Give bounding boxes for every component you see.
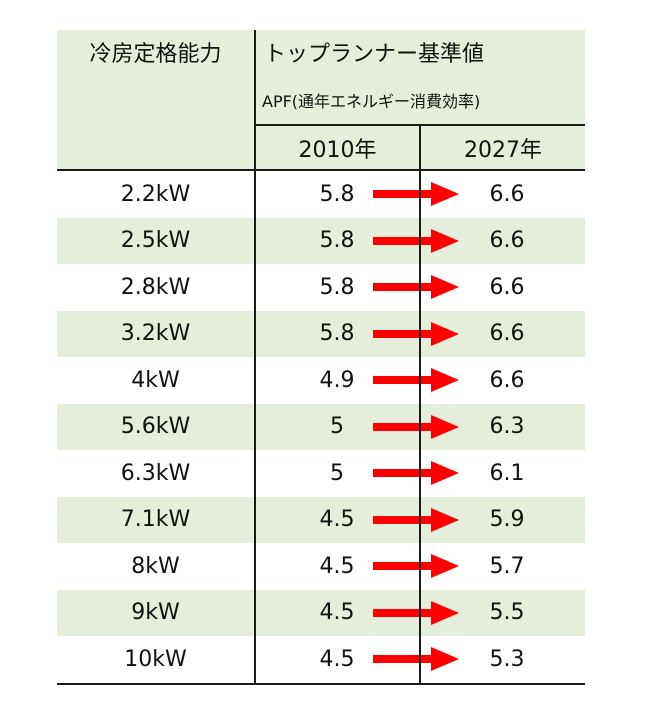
row-stripe [57, 496, 585, 543]
increase-arrow-icon [373, 461, 459, 486]
apf-2010-cell: 4.5 [319, 553, 355, 579]
apf-2010-cell: 4.5 [319, 507, 355, 533]
increase-arrow-icon [373, 368, 459, 393]
increase-arrow-icon [373, 321, 459, 346]
apf-2027-cell: 6.6 [489, 228, 525, 254]
apf-2027-cell: 5.9 [489, 507, 525, 533]
apf-2010-cell: 4.5 [319, 646, 355, 672]
apf-2027-cell: 6.6 [489, 321, 525, 347]
capacity-cell: 2.8kW [120, 274, 191, 300]
apf-2010-cell: 5 [330, 414, 344, 440]
year-2027-header: 2027年 [464, 137, 542, 163]
apf-2010-cell: 5 [330, 460, 344, 486]
increase-arrow-icon [373, 182, 459, 207]
capacity-cell: 2.5kW [120, 228, 191, 254]
year-2010-header: 2010年 [298, 137, 377, 163]
apf-2027-cell: 6.6 [489, 367, 525, 393]
apf-2010-cell: 5.8 [319, 321, 355, 347]
apf-table: 2.2kW 5.8 6.6 2.5kW 5.8 6.6 2.8kW 5.8 6.6 3.2kW 5.… [57, 30, 585, 685]
apf-2027-cell: 5.3 [489, 646, 525, 672]
apf-2010-cell: 4.9 [319, 367, 355, 393]
increase-arrow-icon [373, 414, 459, 439]
col-divider-capacity [254, 30, 256, 685]
apf-2010-cell: 5.8 [319, 181, 355, 207]
capacity-header: 冷房定格能力 [89, 42, 222, 67]
capacity-cell: 4kW [131, 367, 180, 393]
table-bottom-border [57, 683, 585, 685]
row-stripe [57, 589, 585, 636]
apf-2027-cell: 6.3 [489, 414, 525, 440]
header-bottom-border [57, 169, 585, 171]
apf-2027-cell: 5.5 [489, 600, 525, 626]
apf-2027-cell: 6.6 [489, 274, 525, 300]
col-divider-years [419, 125, 421, 685]
apf-2027-cell: 6.6 [489, 181, 525, 207]
row-stripe [57, 217, 585, 264]
capacity-cell: 6.3kW [120, 460, 191, 486]
capacity-cell: 9kW [131, 600, 180, 626]
apf-underline [254, 124, 585, 126]
increase-arrow-icon [373, 507, 459, 532]
capacity-cell: 10kW [124, 646, 187, 672]
apf-2010-cell: 5.8 [319, 274, 355, 300]
header-background [57, 30, 585, 170]
apf-2027-cell: 5.7 [489, 553, 525, 579]
increase-arrow-icon [373, 647, 459, 672]
apf-2010-cell: 4.5 [319, 600, 355, 626]
increase-arrow-icon [373, 275, 459, 300]
capacity-cell: 7.1kW [120, 507, 191, 533]
apf-2027-cell: 6.1 [489, 460, 525, 486]
row-stripe [57, 403, 585, 450]
apf-header: APF(通年エネルギー消費効率) [262, 92, 481, 111]
capacity-cell: 3.2kW [120, 321, 191, 347]
increase-arrow-icon [373, 554, 459, 579]
top-runner-header: トップランナー基準値 [264, 42, 485, 67]
apf-2010-cell: 5.8 [319, 228, 355, 254]
capacity-cell: 5.6kW [120, 414, 191, 440]
capacity-cell: 2.2kW [120, 181, 191, 207]
increase-arrow-icon [373, 600, 459, 625]
capacity-cell: 8kW [131, 553, 180, 579]
increase-arrow-icon [373, 228, 459, 253]
row-stripe [57, 310, 585, 357]
